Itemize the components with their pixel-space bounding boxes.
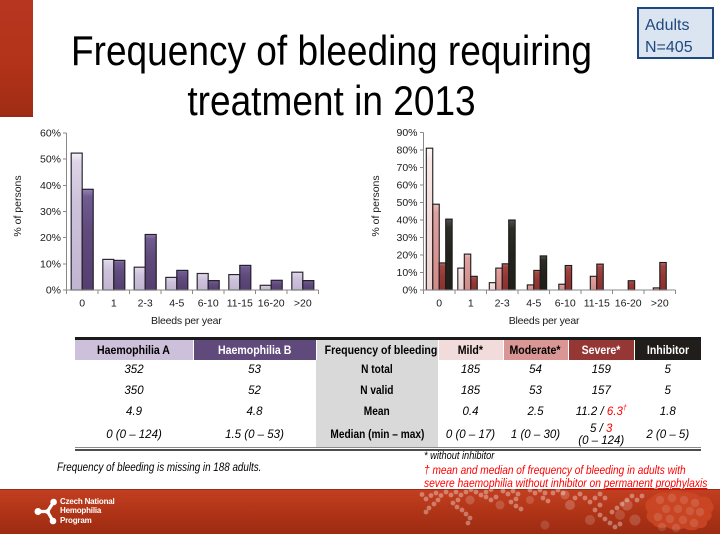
svg-text:>20: >20 <box>294 298 312 310</box>
svg-text:20%: 20% <box>396 250 417 262</box>
svg-text:>20: >20 <box>651 298 669 310</box>
svg-text:% of persons: % of persons <box>12 175 24 236</box>
svg-text:0%: 0% <box>46 285 61 297</box>
svg-text:4-5: 4-5 <box>526 298 541 310</box>
svg-text:0%: 0% <box>402 285 417 297</box>
svg-text:Bleeds per year: Bleeds per year <box>509 315 580 327</box>
svg-text:40%: 40% <box>396 215 417 227</box>
svg-text:60%: 60% <box>40 128 61 140</box>
svg-text:2-3: 2-3 <box>495 298 510 310</box>
svg-text:30%: 30% <box>40 206 61 218</box>
svg-text:4-5: 4-5 <box>169 298 184 310</box>
svg-text:11-15: 11-15 <box>584 298 610 310</box>
svg-text:50%: 50% <box>396 197 417 209</box>
svg-text:90%: 90% <box>396 127 417 139</box>
svg-text:6-10: 6-10 <box>555 298 576 310</box>
svg-text:20%: 20% <box>40 232 61 244</box>
svg-text:40%: 40% <box>40 180 61 192</box>
svg-text:10%: 10% <box>396 267 417 279</box>
svg-text:1: 1 <box>468 298 474 310</box>
svg-text:16-20: 16-20 <box>615 298 642 310</box>
svg-text:% of persons: % of persons <box>370 175 382 236</box>
svg-text:16-20: 16-20 <box>258 298 285 310</box>
svg-text:70%: 70% <box>396 162 417 174</box>
svg-text:0: 0 <box>79 298 85 310</box>
svg-text:6-10: 6-10 <box>198 298 219 310</box>
svg-text:80%: 80% <box>396 145 417 157</box>
svg-text:10%: 10% <box>40 258 61 270</box>
svg-text:11-15: 11-15 <box>227 298 253 310</box>
svg-text:0: 0 <box>436 298 442 310</box>
svg-text:60%: 60% <box>396 180 417 192</box>
svg-text:Bleeds per year: Bleeds per year <box>151 315 222 327</box>
svg-text:1: 1 <box>111 298 117 310</box>
svg-text:50%: 50% <box>40 154 61 166</box>
svg-text:30%: 30% <box>396 232 417 244</box>
svg-text:2-3: 2-3 <box>138 298 153 310</box>
